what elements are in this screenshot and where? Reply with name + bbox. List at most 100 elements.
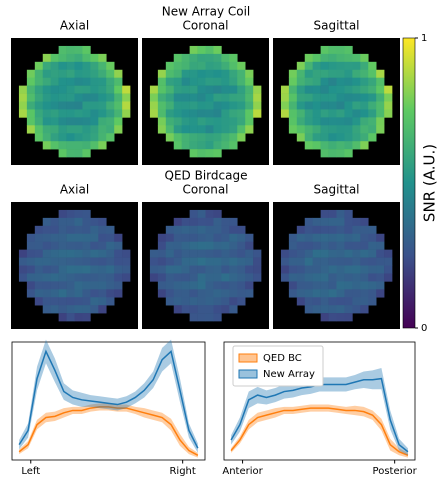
map-pixel: [297, 289, 305, 297]
map-pixel: [221, 141, 229, 149]
map-pixel: [67, 78, 75, 86]
map-pixel: [150, 102, 158, 110]
legend-swatch: [239, 370, 257, 378]
map-pixel: [329, 86, 337, 94]
map-pixel: [174, 133, 182, 141]
map-pixel: [174, 305, 182, 313]
map-pixel: [166, 242, 174, 250]
map-pixel: [229, 258, 237, 266]
map-pixel: [337, 54, 345, 62]
map-pixel: [352, 218, 360, 226]
map-pixel: [229, 281, 237, 289]
map-pixel: [114, 258, 122, 266]
legend-label: QED BC: [263, 353, 302, 364]
map-pixel: [344, 210, 352, 218]
map-pixel: [158, 281, 166, 289]
map-pixel: [98, 54, 106, 62]
map-pixel: [150, 94, 158, 102]
map-pixel: [229, 234, 237, 242]
map-pixel: [174, 102, 182, 110]
map-pixel: [67, 281, 75, 289]
map-pixel: [190, 297, 198, 305]
map-pixel: [297, 125, 305, 133]
map-pixel: [67, 149, 75, 157]
map-pixel: [344, 86, 352, 94]
map-pixel: [221, 86, 229, 94]
map-pixel: [368, 78, 376, 86]
map-pixel: [313, 54, 321, 62]
map-pixel: [253, 273, 261, 281]
map-pixel: [106, 289, 114, 297]
map-pixel: [289, 86, 297, 94]
map-pixel: [305, 281, 313, 289]
map-pixel: [206, 149, 214, 157]
map-pixel: [59, 258, 67, 266]
map-pixel: [352, 86, 360, 94]
map-pixel: [321, 210, 329, 218]
map-pixel: [245, 94, 253, 102]
map-pixel: [321, 313, 329, 321]
map-pixel: [305, 266, 313, 274]
map-pixel: [384, 266, 392, 274]
map-pixel: [158, 266, 166, 274]
map-pixel: [43, 297, 51, 305]
map-pixel: [313, 62, 321, 70]
map-pixel: [237, 117, 245, 125]
map-pixel: [213, 281, 221, 289]
map-pixel: [206, 258, 214, 266]
map-pixel: [329, 226, 337, 234]
map-pixel: [90, 141, 98, 149]
map-pixel: [51, 258, 59, 266]
map-pixel: [360, 109, 368, 117]
map-pixel: [337, 305, 345, 313]
map-pixel: [67, 258, 75, 266]
map-pixel: [368, 258, 376, 266]
map-pixel: [67, 305, 75, 313]
map-pixel: [213, 250, 221, 258]
map-pixel: [75, 273, 83, 281]
map-pixel: [368, 234, 376, 242]
map-pixel: [297, 226, 305, 234]
map-pixel: [98, 62, 106, 70]
map-pixel: [344, 313, 352, 321]
map-pixel: [368, 62, 376, 70]
map-pixel: [106, 109, 114, 117]
map-pixel: [190, 149, 198, 157]
map-pixel: [198, 94, 206, 102]
map-pixel: [213, 258, 221, 266]
map-pixel: [190, 62, 198, 70]
map-pixel: [35, 62, 43, 70]
map-pixel: [59, 297, 67, 305]
map-pixel: [67, 289, 75, 297]
map-pixel: [344, 94, 352, 102]
map-pixel: [150, 258, 158, 266]
map-pixel: [384, 109, 392, 117]
map-pixel: [198, 305, 206, 313]
map-pixel: [75, 78, 83, 86]
map-pixel: [313, 70, 321, 78]
map-pixel: [289, 102, 297, 110]
map-pixel: [114, 289, 122, 297]
map-pixel: [98, 273, 106, 281]
map-pixel: [344, 266, 352, 274]
map-pixel: [313, 266, 321, 274]
map-pixel: [182, 297, 190, 305]
map-pixel: [90, 94, 98, 102]
map-pixel: [352, 141, 360, 149]
map-pixel: [43, 62, 51, 70]
x-tick-label: Left: [21, 466, 40, 477]
map-pixel: [182, 250, 190, 258]
map-pixel: [59, 242, 67, 250]
map-pixel: [337, 109, 345, 117]
map-pixel: [384, 258, 392, 266]
map-pixel: [150, 109, 158, 117]
map-pixel: [253, 86, 261, 94]
map-pixel: [229, 250, 237, 258]
map-pixel: [51, 109, 59, 117]
map-pixel: [166, 250, 174, 258]
map-pixel: [313, 218, 321, 226]
map-pixel: [329, 54, 337, 62]
map-pixel: [289, 266, 297, 274]
map-pixel: [59, 125, 67, 133]
map-pixel: [19, 258, 27, 266]
